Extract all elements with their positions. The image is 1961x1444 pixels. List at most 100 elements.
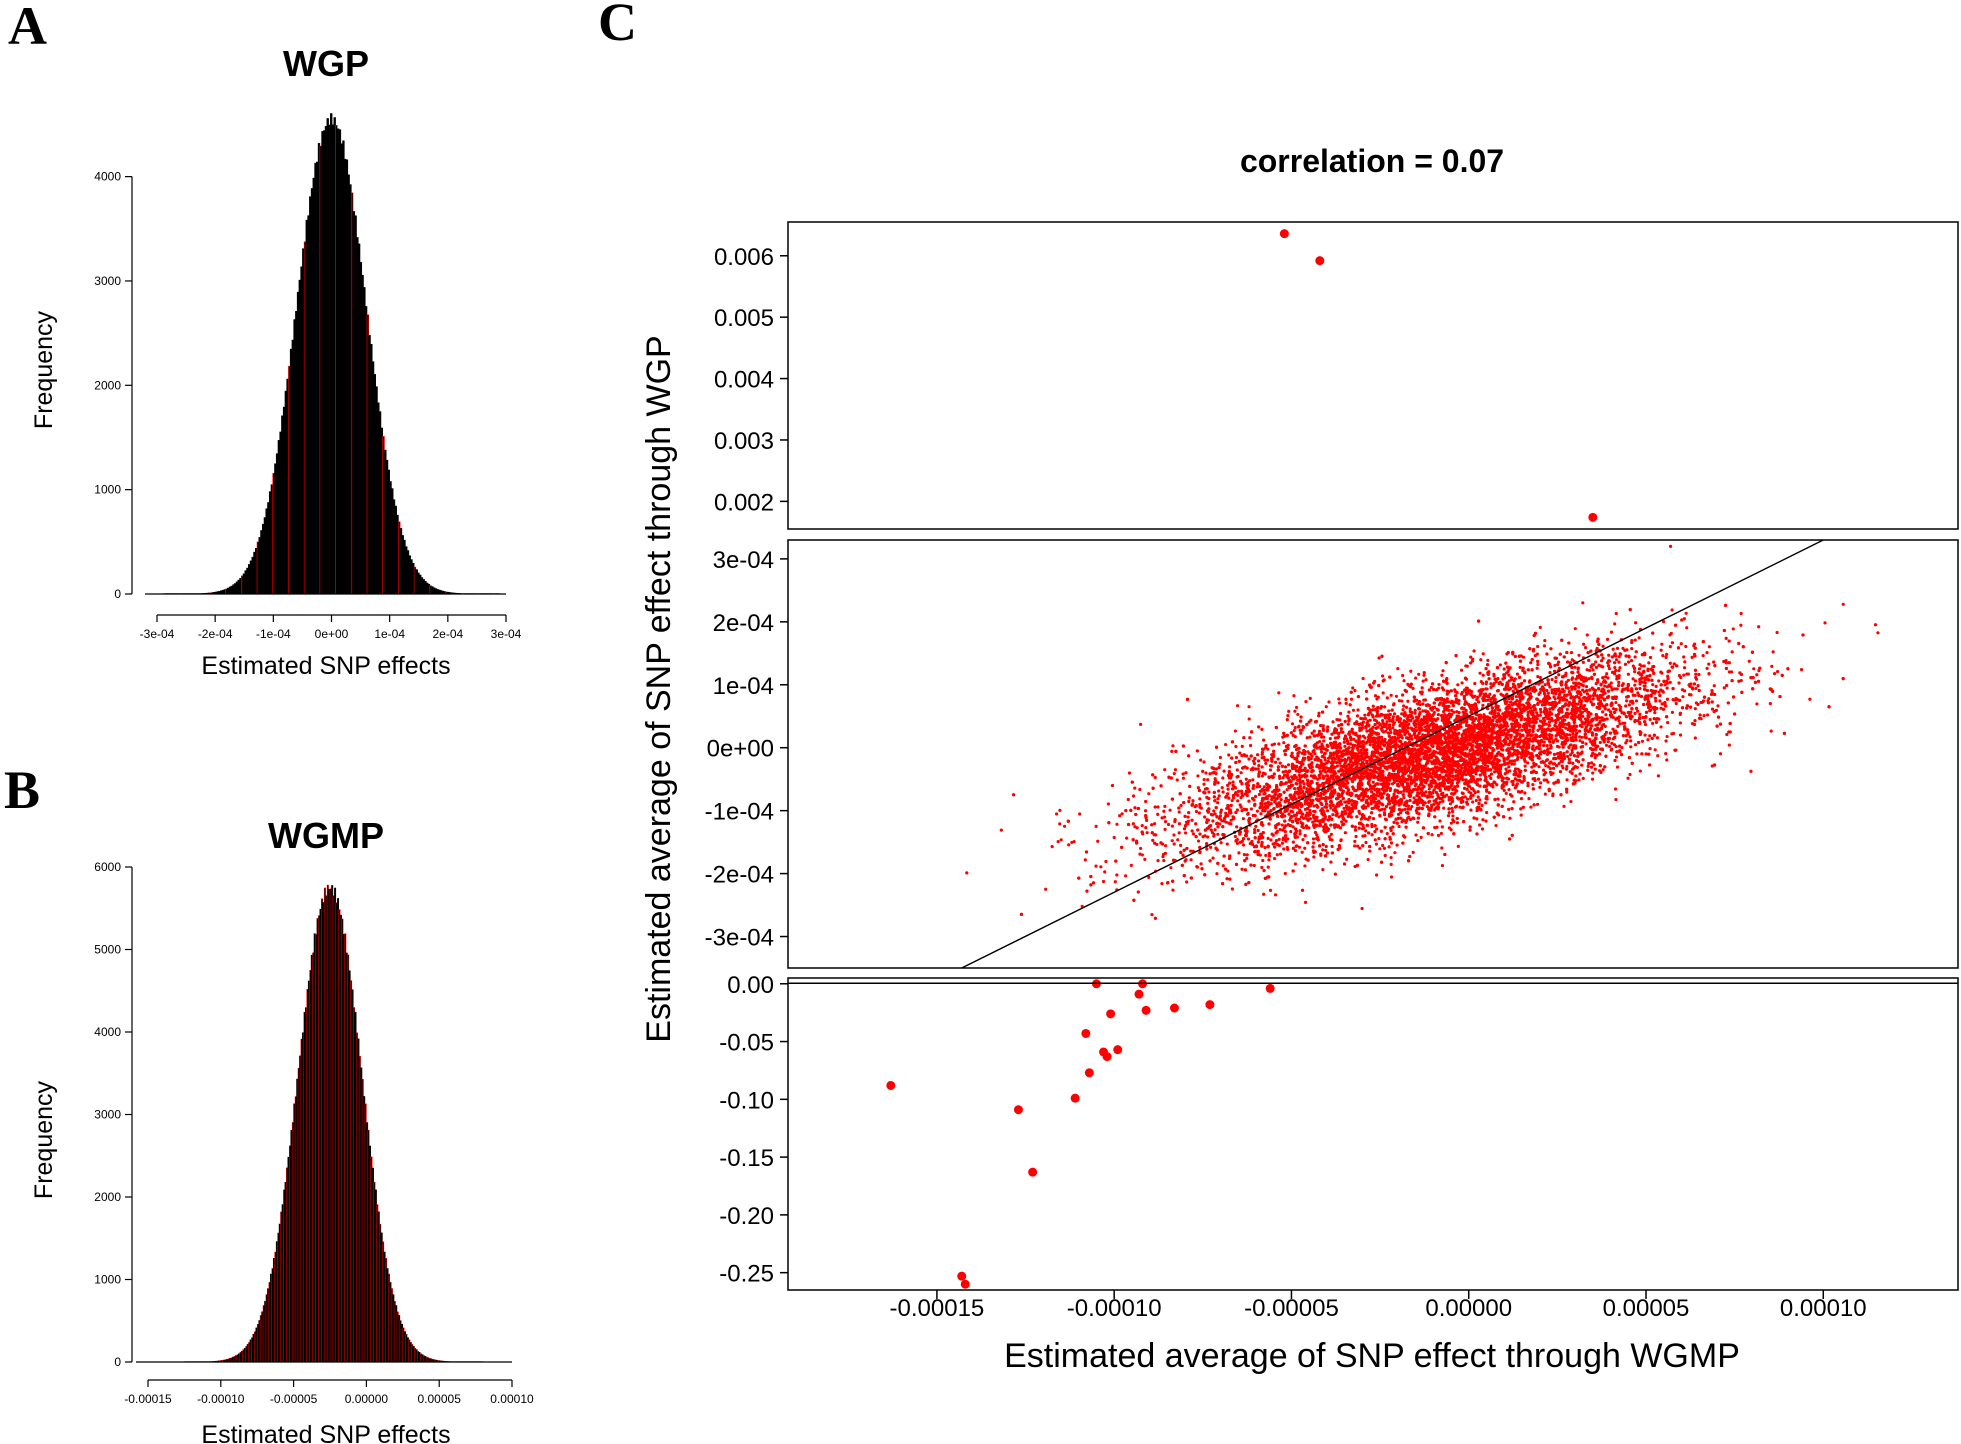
scatter-cloud-point	[1661, 653, 1665, 658]
scatter-cloud-point	[1286, 763, 1291, 767]
x-tick-label: -1e-04	[256, 627, 291, 641]
histogram-wgmp-x-label: Estimated SNP effects	[201, 1421, 450, 1444]
scatter-cloud-point	[1143, 857, 1147, 861]
scatter-cloud-point	[1538, 676, 1542, 680]
scatter-cloud-point	[1538, 785, 1542, 789]
scatter-cloud-point	[1059, 838, 1063, 842]
scatter-cloud-point	[1374, 842, 1379, 846]
scatter-wgmp-vs-wgp: correlation = 0.07 0.0020.0030.0040.0050…	[640, 143, 1959, 1375]
scatter-cloud-point	[1455, 781, 1460, 785]
scatter-cloud-point	[1447, 826, 1451, 830]
histogram-wgp-x-label: Estimated SNP effects	[201, 652, 450, 680]
scatter-cloud-point	[1101, 879, 1106, 884]
scatter-cloud-point	[1551, 766, 1556, 770]
scatter-cloud-point	[1360, 906, 1364, 911]
scatter-cloud-point	[1226, 787, 1230, 791]
scatter-cloud-point	[1382, 811, 1387, 815]
scatter-cloud-point	[1476, 789, 1480, 794]
scatter-cloud-point	[1176, 838, 1180, 842]
scatter-cloud-point	[1264, 761, 1268, 765]
scatter-cloud-point	[1538, 707, 1543, 712]
y-tick-label: 2000	[94, 1190, 121, 1204]
scatter-cloud-point	[1569, 799, 1573, 804]
scatter-cloud-point	[1191, 802, 1195, 806]
y-tick-label: 3000	[94, 274, 121, 288]
scatter-cloud-point	[1630, 640, 1634, 645]
scatter-cloud-point	[1381, 691, 1385, 695]
scatter-cloud-point	[1614, 700, 1618, 705]
scatter-cloud-point	[1203, 815, 1207, 819]
scatter-cloud-point	[1603, 684, 1607, 688]
scatter-cloud-point	[1439, 831, 1443, 836]
scatter-cloud-point	[1648, 734, 1652, 738]
scatter-cloud-point	[1666, 721, 1670, 725]
scatter-cloud-point	[1296, 712, 1300, 717]
scatter-cloud-point	[1366, 857, 1370, 862]
scatter-cloud-point	[1405, 736, 1410, 740]
y-tick-label: 6000	[94, 860, 121, 874]
histogram-wgmp-title: WGMP	[268, 815, 384, 856]
panel-letter-a: A	[8, 0, 47, 56]
scatter-cloud-point	[1664, 751, 1668, 756]
scatter-cloud-point	[1368, 718, 1372, 722]
scatter-cloud-point	[1402, 704, 1406, 708]
scatter-cloud-point	[1163, 827, 1167, 832]
scatter-cloud-point	[1460, 690, 1464, 694]
histogram-wgp-title: WGP	[283, 43, 369, 84]
scatter-cloud-point	[1385, 713, 1390, 717]
x-tick-label: 0e+00	[315, 627, 349, 641]
scatter-cloud-point	[1633, 670, 1637, 674]
scatter-cloud-point	[1635, 752, 1639, 756]
scatter-cloud-point	[1500, 763, 1504, 767]
x-tick-label: -0.00005	[270, 1392, 318, 1406]
scatter-cloud-point	[1546, 691, 1550, 696]
scatter-cloud-point	[1605, 717, 1609, 721]
scatter-cloud-point	[1273, 760, 1278, 764]
scatter-cloud-point	[1096, 839, 1100, 843]
scatter-cloud-point	[1665, 686, 1669, 690]
scatter-cloud-point	[1494, 823, 1498, 828]
scatter-cloud-point	[999, 828, 1003, 832]
scatter-cloud-point	[1685, 626, 1689, 630]
scatter-cloud-point	[1181, 776, 1186, 780]
scatter-cloud-point	[1684, 644, 1688, 649]
scatter-cloud-point	[1621, 733, 1625, 738]
scatter-cloud-point	[1480, 827, 1485, 831]
scatter-cloud-point	[1390, 782, 1395, 786]
x-tick-label: -2e-04	[198, 627, 233, 641]
scatter-cloud-point	[1507, 807, 1511, 811]
scatter-cloud-point	[1187, 799, 1191, 804]
scatter-cloud-point	[1156, 859, 1160, 863]
scatter-cloud-point	[1643, 733, 1647, 737]
y-tick-label: 2000	[94, 378, 121, 392]
scatter-cloud-point	[1386, 745, 1390, 749]
scatter-cloud-point	[1536, 662, 1540, 667]
scatter-cloud-point	[1461, 791, 1465, 796]
scatter-cloud-point	[1511, 779, 1515, 784]
scatter-cloud-point	[1344, 701, 1348, 705]
scatter-cloud-point	[1568, 733, 1572, 737]
histogram-wgp: WGP -3e-04 -2e-04 -1e-04 0e+00 1e-04 2e-04 3e-…	[30, 43, 522, 680]
scatter-cloud-point	[1705, 666, 1709, 670]
scatter-cloud-point	[1262, 738, 1266, 742]
x-tick-label: 2e-04	[432, 627, 463, 641]
scatter-cloud-point	[1773, 672, 1777, 676]
scatter-cloud-point	[1280, 841, 1284, 845]
scatter-cloud-point	[1455, 821, 1460, 825]
scatter-cloud-point	[1181, 772, 1185, 776]
scatter-cloud-point	[1731, 627, 1735, 631]
scatter-cloud-point	[1285, 717, 1289, 722]
scatter-cloud-point	[1544, 763, 1548, 768]
scatter-cloud-point	[1312, 855, 1316, 859]
y-tick-label: 0	[114, 1355, 121, 1369]
scatter-cloud-point	[1308, 696, 1312, 700]
scatter-cloud-point	[1618, 666, 1622, 670]
y-tick-label: 4000	[94, 170, 121, 184]
scatter-cloud-point	[1613, 758, 1617, 763]
scatter-cloud-point	[1440, 825, 1444, 829]
scatter-cloud-point	[1648, 717, 1652, 722]
scatter-cloud-point	[1594, 681, 1598, 686]
histogram-wgmp-x-axis: -0.00015 -0.00010 -0.00005 0.00000 0.00005 0.…	[124, 1379, 534, 1406]
scatter-cloud-point	[1197, 811, 1201, 815]
